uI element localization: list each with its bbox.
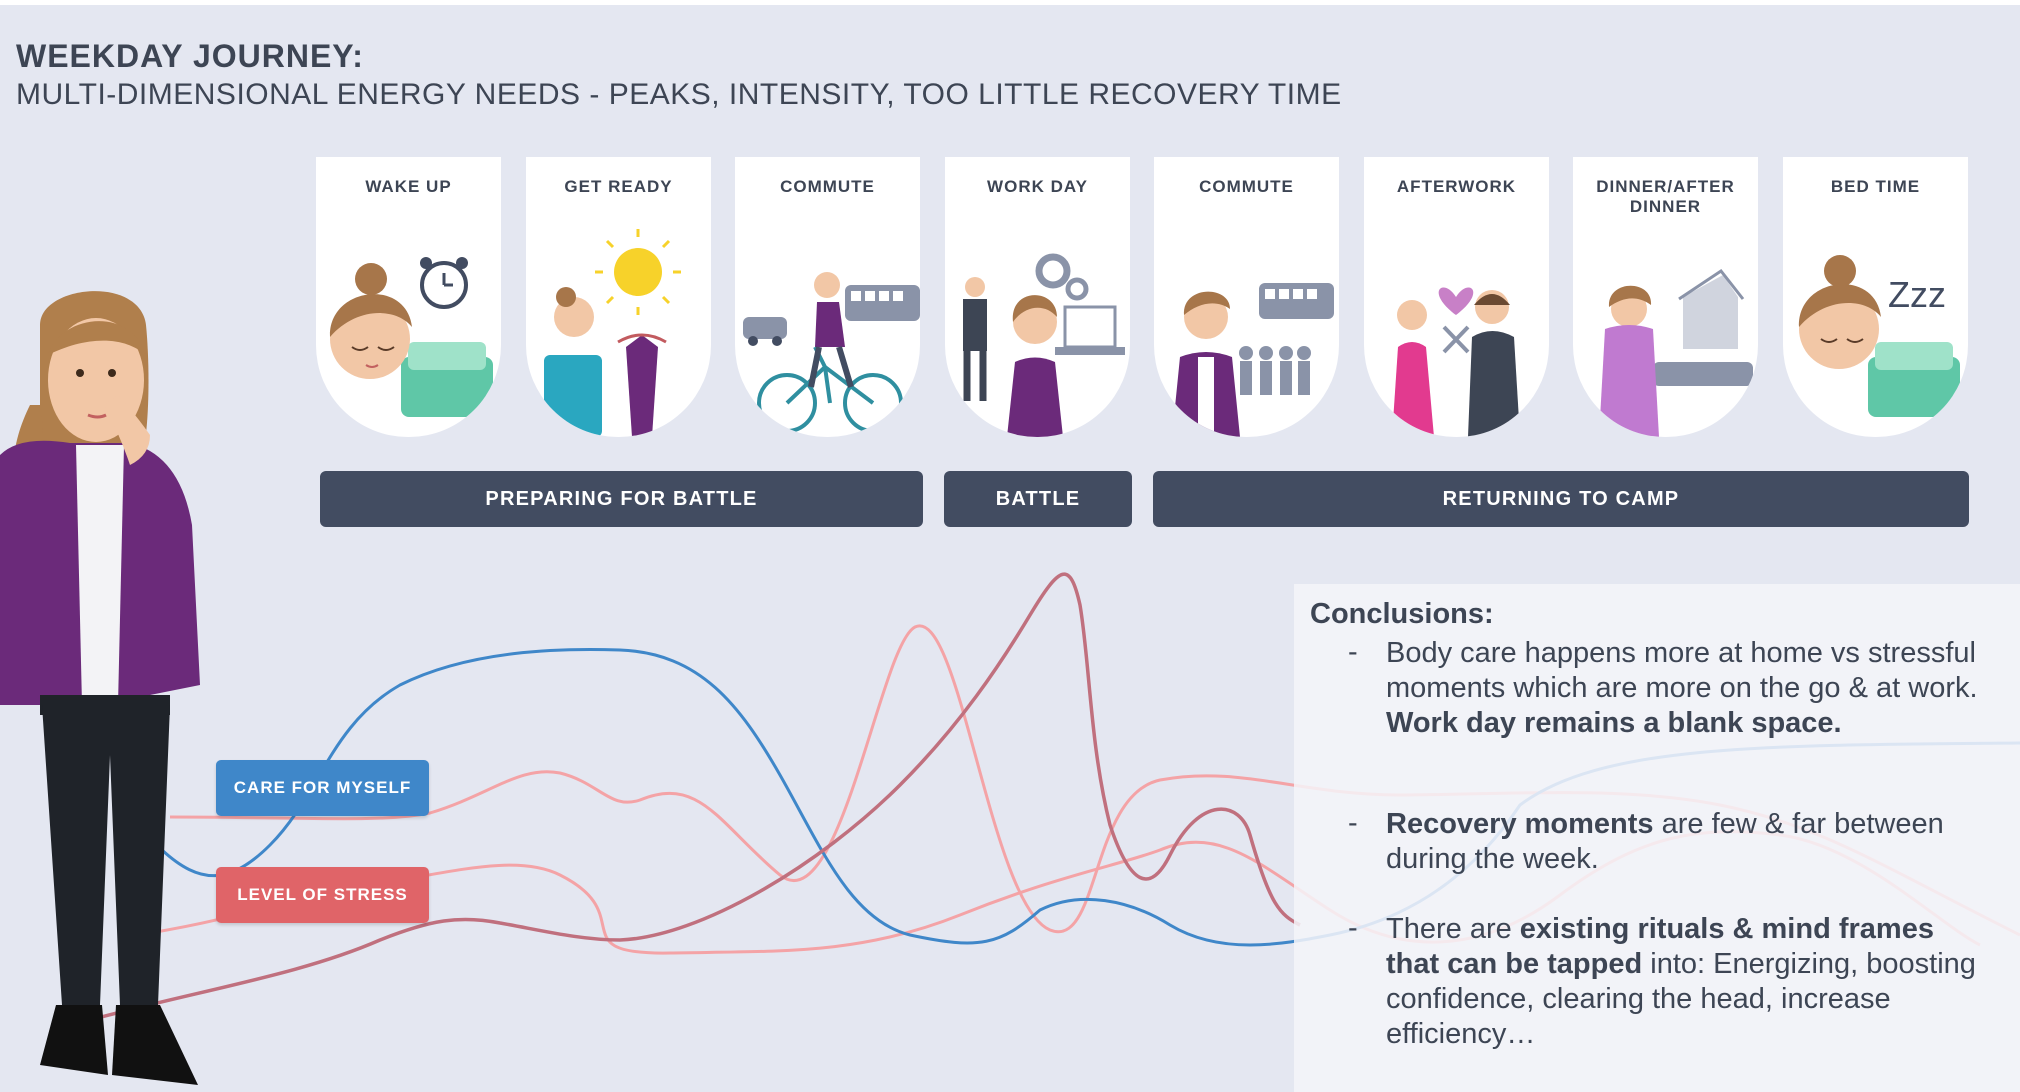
stage-label: AFTERWORK bbox=[1396, 177, 1517, 196]
stage-label: DINNER/AFTER DINNER bbox=[1596, 177, 1735, 216]
stage-label: WORK DAY bbox=[987, 177, 1088, 196]
conclusion-item-2: Recovery moments are few & far between d… bbox=[1386, 807, 1986, 877]
level-of-stress-curve bbox=[89, 572, 1301, 1022]
bullet-dash: - bbox=[1348, 807, 1358, 839]
sun-towel-dress-icon bbox=[544, 229, 681, 437]
conclusion-2-emphasis: Recovery moments bbox=[1386, 808, 1654, 840]
bicycle-car-bus-icon bbox=[743, 272, 920, 433]
conclusion-1-text: Body care happens more at home vs stress… bbox=[1386, 637, 1978, 704]
stage-label: GET READY bbox=[564, 177, 673, 196]
journey-slide: WEEKDAY JOURNEY: MULTI-DIMENSIONAL ENERG… bbox=[0, 5, 2020, 1092]
couple-heart-dinner-icon bbox=[1392, 287, 1520, 437]
stage-card-bed-time: BED TIME Zzz bbox=[1783, 157, 1968, 437]
stage-card-dinner: DINNER/AFTER DINNER bbox=[1573, 157, 1758, 437]
conclusions-panel: Conclusions: - Body care happens more at… bbox=[1294, 584, 2020, 1092]
stage-label: BED TIME bbox=[1830, 177, 1921, 196]
house-sofa-icon bbox=[1599, 268, 1753, 437]
stage-card-get-ready: GET READY bbox=[526, 157, 711, 437]
sleeping-zzz-bed-icon: Zzz bbox=[1798, 255, 1960, 417]
conclusions-heading: Conclusions: bbox=[1310, 598, 1494, 630]
office-colleague-laptop-icon bbox=[963, 253, 1125, 437]
level-of-stress-tag: LEVEL OF STRESS bbox=[216, 867, 429, 923]
page-title: WEEKDAY JOURNEY: bbox=[16, 38, 364, 74]
stage-card-afterwork: AFTERWORK bbox=[1364, 157, 1549, 437]
conclusion-3-text-b: into: Energizing, boosting confidence, c… bbox=[1386, 948, 1976, 1050]
page-subtitle: MULTI-DIMENSIONAL ENERGY NEEDS - PEAKS, … bbox=[16, 78, 1342, 111]
phase-preparing-for-battle: PREPARING FOR BATTLE bbox=[320, 471, 923, 527]
conclusion-1-emphasis: Work day remains a blank space. bbox=[1386, 707, 1842, 739]
thinking-woman-illustration bbox=[0, 291, 200, 1085]
conclusion-item-1: Body care happens more at home vs stress… bbox=[1386, 636, 1986, 741]
phase-returning-to-camp: RETURNING TO CAMP bbox=[1153, 471, 1969, 527]
stage-card-work-day: WORK DAY bbox=[945, 157, 1130, 437]
bullet-dash: - bbox=[1348, 636, 1358, 668]
conclusion-3-emphasis: existing rituals & mind frames that can … bbox=[1386, 913, 1934, 980]
care-for-myself-tag: CARE FOR MYSELF bbox=[216, 760, 429, 816]
svg-text:Zzz: Zzz bbox=[1888, 274, 1946, 315]
conclusion-item-3: There are existing rituals & mind frames… bbox=[1386, 912, 1986, 1052]
phase-battle: BATTLE bbox=[944, 471, 1132, 527]
stage-label: COMMUTE bbox=[780, 177, 875, 196]
stage-label: WAKE UP bbox=[365, 177, 452, 196]
stage-label: COMMUTE bbox=[1199, 177, 1294, 196]
bus-passengers-icon bbox=[1172, 283, 1334, 437]
stage-card-commute-return: COMMUTE bbox=[1154, 157, 1339, 437]
conclusion-3-text-a: There are bbox=[1386, 913, 1520, 945]
bullet-dash: - bbox=[1348, 912, 1358, 944]
sleepy-face-alarm-clock-icon bbox=[329, 257, 493, 417]
stage-card-commute: COMMUTE bbox=[735, 157, 920, 437]
stage-card-wake-up: WAKE UP bbox=[316, 157, 501, 437]
conclusion-2-text: are few & far between during the week. bbox=[1386, 808, 1944, 875]
